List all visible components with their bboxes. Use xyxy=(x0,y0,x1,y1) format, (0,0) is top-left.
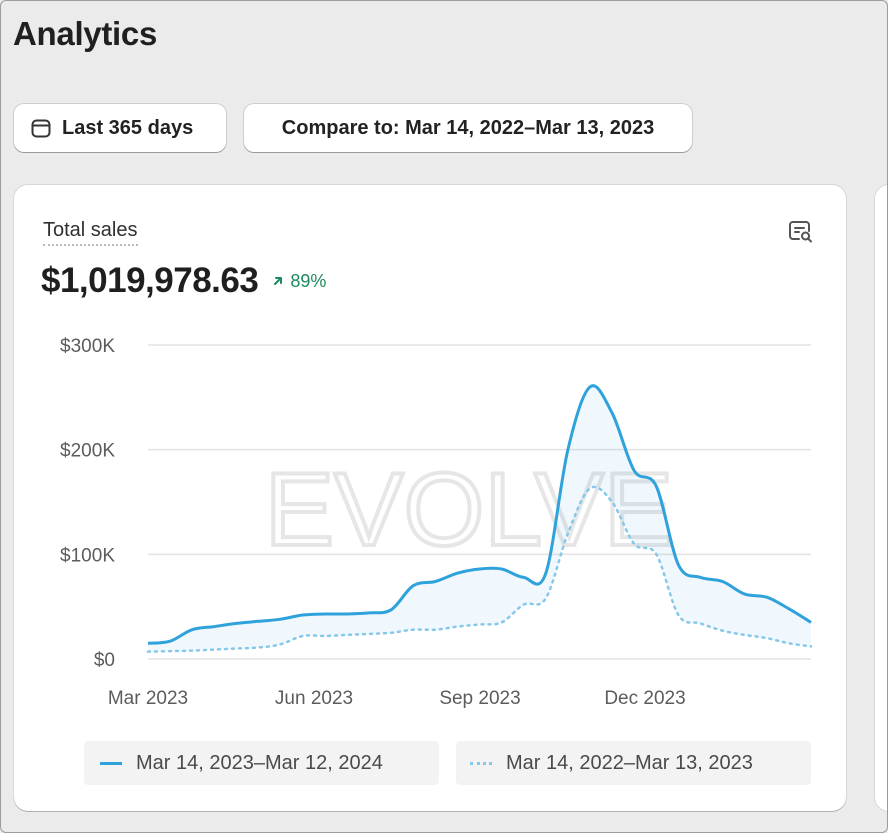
delta-badge: 89% xyxy=(272,271,326,292)
date-range-button[interactable]: Last 365 days xyxy=(14,104,226,152)
compare-label: Compare to: Mar 14, 2022–Mar 13, 2023 xyxy=(281,116,655,139)
solid-line-swatch xyxy=(100,761,122,765)
metric-label[interactable]: Total sales xyxy=(43,219,138,246)
dotted-line-swatch xyxy=(470,761,492,765)
chart-grid xyxy=(148,344,811,660)
x-axis: Mar 2023 Jun 2023 Sep 2023 Dec 2023 xyxy=(108,688,686,709)
next-card-edge xyxy=(875,185,887,811)
calendar-icon xyxy=(31,119,51,138)
legend-label-current: Mar 14, 2023–Mar 12, 2024 xyxy=(136,751,383,774)
x-tick-label: Dec 2023 xyxy=(604,688,685,709)
legend-item-previous[interactable]: Mar 14, 2022–Mar 13, 2023 xyxy=(456,741,811,785)
delta-value: 89% xyxy=(290,270,327,291)
y-axis: $300K $200K $100K $0 xyxy=(60,336,115,671)
chart-plot xyxy=(146,384,813,653)
arrow-up-right-icon xyxy=(274,277,283,285)
y-tick-label: $200K xyxy=(60,441,115,462)
insights-icon[interactable] xyxy=(788,219,814,245)
y-tick-label: $300K xyxy=(60,336,115,357)
series-line-current xyxy=(147,384,812,645)
sales-chart: EVOLVE $300K $200K $100K $0 Mar 2023 Jun 202… xyxy=(60,336,813,709)
total-sales-card: EVOLVE $300K $200K $100K $0 Mar 2023 Jun 202… xyxy=(14,185,846,811)
y-tick-label: $0 xyxy=(94,650,115,671)
page-title: Analytics xyxy=(13,15,158,52)
watermark: EVOLVE xyxy=(265,452,673,568)
series-area-fill xyxy=(148,385,811,652)
metric-row: $1,019,978.63 89% xyxy=(41,261,326,301)
compare-to-button[interactable]: Compare to: Mar 14, 2022–Mar 13, 2023 xyxy=(244,104,692,152)
x-tick-label: Sep 2023 xyxy=(439,688,520,709)
x-tick-label: Jun 2023 xyxy=(275,688,353,709)
legend-label-previous: Mar 14, 2022–Mar 13, 2023 xyxy=(506,751,753,774)
x-tick-label: Mar 2023 xyxy=(108,688,188,709)
y-tick-label: $100K xyxy=(60,545,115,566)
series-line-previous xyxy=(146,485,813,653)
metric-value: $1,019,978.63 xyxy=(41,261,259,300)
date-range-label: Last 365 days xyxy=(62,116,194,139)
legend-item-current[interactable]: Mar 14, 2023–Mar 12, 2024 xyxy=(84,741,439,785)
